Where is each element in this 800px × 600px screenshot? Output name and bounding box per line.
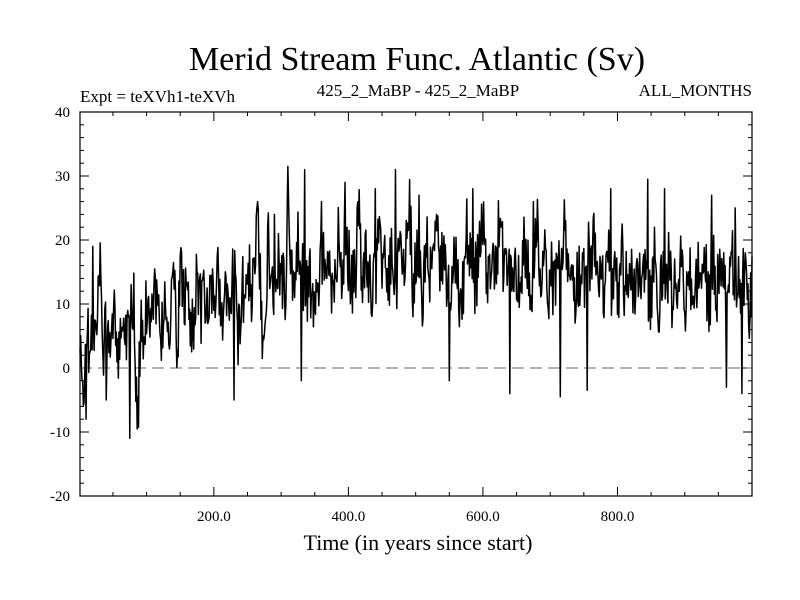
y-axis: -20 -10 0 10 20 30 40 [50, 105, 752, 505]
data-series [79, 165, 753, 440]
series-line [79, 165, 753, 440]
chart-title: Merid Stream Func. Atlantic (Sv) [189, 41, 645, 78]
experiment-label: Expt = teXVh1-teXVh [80, 87, 236, 106]
x-tick-label: 400.0 [332, 509, 366, 525]
months-label: ALL_MONTHS [639, 81, 752, 100]
x-axis-label: Time (in years since start) [304, 530, 533, 555]
dataset-label: 425_2_MaBP - 425_2_MaBP [317, 81, 519, 100]
x-tick-label: 800.0 [601, 509, 635, 525]
y-tick-label: 30 [55, 169, 70, 185]
x-tick-label: 600.0 [466, 509, 500, 525]
x-tick-label: 200.0 [197, 509, 231, 525]
y-tick-label: -20 [50, 489, 70, 505]
y-tick-label: 40 [55, 105, 70, 121]
y-tick-label: 20 [55, 233, 70, 249]
y-tick-label: -10 [50, 425, 70, 441]
y-tick-label: 0 [63, 361, 71, 377]
plot-frame [79, 111, 753, 497]
y-tick-label: 10 [55, 297, 70, 313]
x-axis: 200.0 400.0 600.0 800.0 [112, 112, 719, 525]
